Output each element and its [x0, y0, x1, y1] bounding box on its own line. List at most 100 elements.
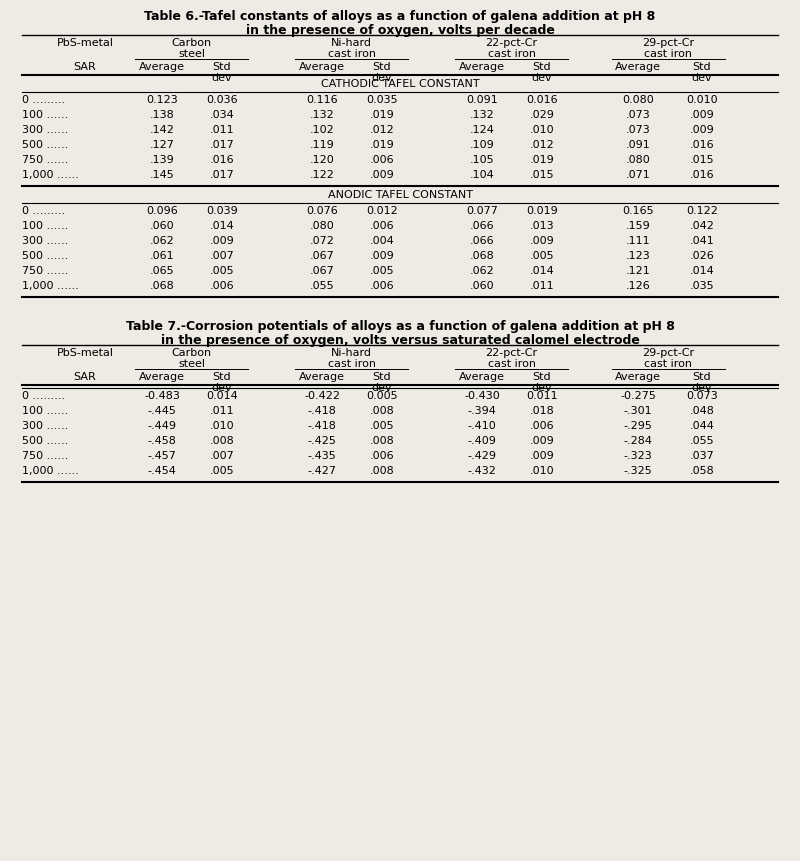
Text: 0.039: 0.039: [206, 206, 238, 216]
Text: -.457: -.457: [147, 450, 177, 461]
Text: 0.080: 0.080: [622, 95, 654, 105]
Text: 0.076: 0.076: [306, 206, 338, 216]
Text: .008: .008: [370, 466, 394, 475]
Text: 22-pct-Cr: 22-pct-Cr: [486, 38, 538, 48]
Text: -0.275: -0.275: [620, 391, 656, 400]
Text: .041: .041: [690, 236, 714, 245]
Text: 0.016: 0.016: [526, 95, 558, 105]
Text: Average: Average: [139, 62, 185, 72]
Text: -.418: -.418: [307, 420, 337, 430]
Text: .007: .007: [210, 450, 234, 461]
Text: .014: .014: [530, 266, 554, 276]
Text: .010: .010: [530, 466, 554, 475]
Text: 500 ......: 500 ......: [22, 139, 68, 150]
Text: .035: .035: [690, 281, 714, 291]
Text: -.301: -.301: [624, 406, 652, 416]
Text: 0.012: 0.012: [366, 206, 398, 216]
Text: .009: .009: [530, 236, 554, 245]
Text: .073: .073: [626, 125, 650, 135]
Text: .011: .011: [210, 125, 234, 135]
Text: .060: .060: [470, 281, 494, 291]
Text: .009: .009: [690, 125, 714, 135]
Text: .005: .005: [370, 420, 394, 430]
Text: 0.035: 0.035: [366, 95, 398, 105]
Text: cast iron: cast iron: [327, 49, 375, 59]
Text: .011: .011: [210, 406, 234, 416]
Text: 0 .........: 0 .........: [22, 391, 65, 400]
Text: 1,000 ......: 1,000 ......: [22, 281, 78, 291]
Text: 750 ......: 750 ......: [22, 450, 68, 461]
Text: -.435: -.435: [308, 450, 336, 461]
Text: -.458: -.458: [147, 436, 177, 445]
Text: .073: .073: [626, 110, 650, 120]
Text: -.445: -.445: [147, 406, 177, 416]
Text: .006: .006: [210, 281, 234, 291]
Text: .006: .006: [530, 420, 554, 430]
Text: .111: .111: [626, 236, 650, 245]
Text: .132: .132: [470, 110, 494, 120]
Text: .009: .009: [690, 110, 714, 120]
Text: .006: .006: [370, 220, 394, 231]
Text: .017: .017: [210, 170, 234, 180]
Text: .009: .009: [530, 450, 554, 461]
Text: .006: .006: [370, 450, 394, 461]
Text: .080: .080: [626, 155, 650, 164]
Text: .138: .138: [150, 110, 174, 120]
Text: in the presence of oxygen, volts versus saturated calomel electrode: in the presence of oxygen, volts versus …: [161, 333, 639, 347]
Text: 29-pct-Cr: 29-pct-Cr: [642, 38, 694, 48]
Text: dev: dev: [212, 73, 232, 83]
Text: -.410: -.410: [468, 420, 496, 430]
Text: .013: .013: [530, 220, 554, 231]
Text: cast iron: cast iron: [645, 49, 693, 59]
Text: -0.430: -0.430: [464, 391, 500, 400]
Text: .019: .019: [530, 155, 554, 164]
Text: -.418: -.418: [307, 406, 337, 416]
Text: .080: .080: [310, 220, 334, 231]
Text: .006: .006: [370, 281, 394, 291]
Text: -.449: -.449: [147, 420, 177, 430]
Text: .012: .012: [530, 139, 554, 150]
Text: .010: .010: [210, 420, 234, 430]
Text: .055: .055: [310, 281, 334, 291]
Text: -.409: -.409: [467, 436, 497, 445]
Text: 22-pct-Cr: 22-pct-Cr: [486, 348, 538, 357]
Text: .142: .142: [150, 125, 174, 135]
Text: .058: .058: [690, 466, 714, 475]
Text: 500 ......: 500 ......: [22, 251, 68, 261]
Text: -0.483: -0.483: [144, 391, 180, 400]
Text: 0 .........: 0 .........: [22, 206, 65, 216]
Text: -0.422: -0.422: [304, 391, 340, 400]
Text: -.454: -.454: [147, 466, 177, 475]
Text: 0.073: 0.073: [686, 391, 718, 400]
Text: .019: .019: [370, 139, 394, 150]
Text: PbS-metal: PbS-metal: [57, 348, 114, 357]
Text: .119: .119: [310, 139, 334, 150]
Text: 100 ......: 100 ......: [22, 220, 68, 231]
Text: .126: .126: [626, 281, 650, 291]
Text: Table 6.-Tafel constants of alloys as a function of galena addition at pH 8: Table 6.-Tafel constants of alloys as a …: [144, 10, 656, 23]
Text: 0.014: 0.014: [206, 391, 238, 400]
Text: Std: Std: [533, 372, 551, 381]
Text: Std: Std: [373, 372, 391, 381]
Text: 0.122: 0.122: [686, 206, 718, 216]
Text: .042: .042: [690, 220, 714, 231]
Text: steel: steel: [178, 49, 205, 59]
Text: cast iron: cast iron: [645, 358, 693, 369]
Text: .011: .011: [530, 281, 554, 291]
Text: .062: .062: [470, 266, 494, 276]
Text: 29-pct-Cr: 29-pct-Cr: [642, 348, 694, 357]
Text: ANODIC TAFEL CONSTANT: ANODIC TAFEL CONSTANT: [327, 189, 473, 200]
Text: Ni-hard: Ni-hard: [331, 38, 372, 48]
Text: -.325: -.325: [624, 466, 652, 475]
Text: .104: .104: [470, 170, 494, 180]
Text: 0.096: 0.096: [146, 206, 178, 216]
Text: .006: .006: [370, 155, 394, 164]
Text: 0.011: 0.011: [526, 391, 558, 400]
Text: SAR: SAR: [74, 372, 96, 381]
Text: 500 ......: 500 ......: [22, 436, 68, 445]
Text: 750 ......: 750 ......: [22, 266, 68, 276]
Text: 300 ......: 300 ......: [22, 420, 68, 430]
Text: -.432: -.432: [467, 466, 497, 475]
Text: .012: .012: [370, 125, 394, 135]
Text: -.284: -.284: [623, 436, 653, 445]
